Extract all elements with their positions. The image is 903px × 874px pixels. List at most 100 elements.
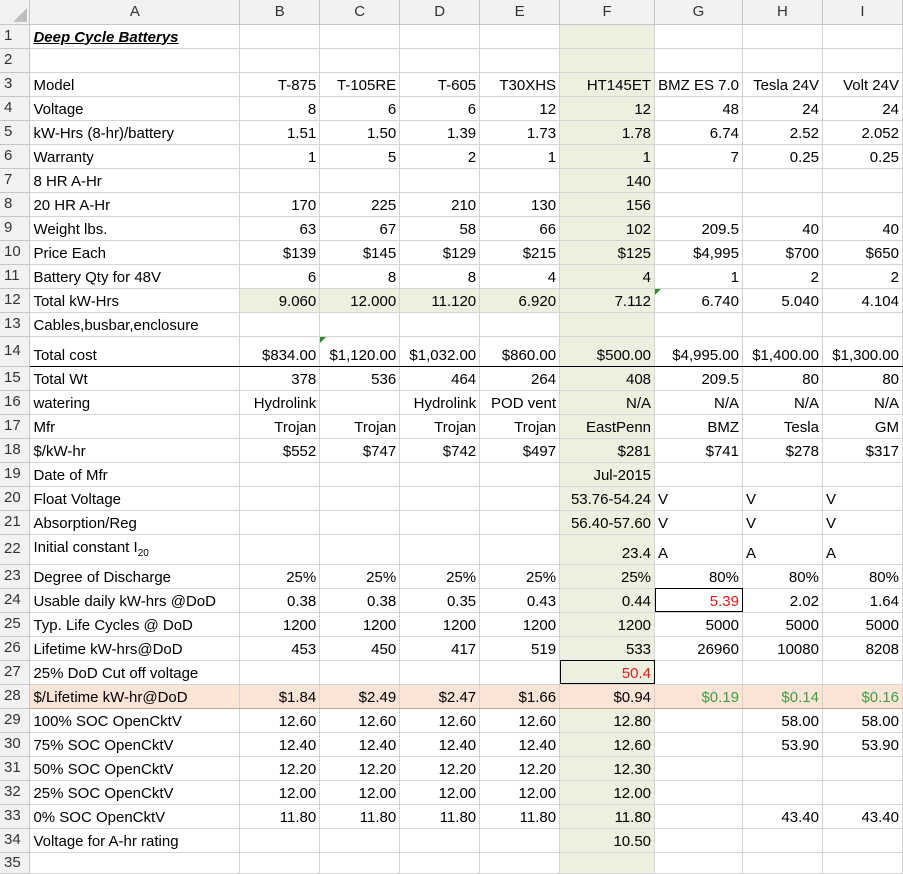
- cell[interactable]: 12.20: [479, 756, 561, 781]
- cell[interactable]: [822, 828, 903, 853]
- cell[interactable]: 378: [239, 366, 321, 391]
- cell[interactable]: [654, 732, 743, 757]
- cell[interactable]: 450: [319, 636, 401, 661]
- cell[interactable]: 1200: [239, 612, 321, 637]
- cell[interactable]: 80%: [822, 564, 903, 589]
- cell[interactable]: N/A: [654, 390, 743, 415]
- cell[interactable]: [479, 48, 561, 73]
- column-header[interactable]: D: [399, 0, 481, 25]
- cell[interactable]: 210: [399, 192, 481, 217]
- cell[interactable]: 63: [239, 216, 321, 241]
- row-header[interactable]: 26: [0, 636, 31, 661]
- cell[interactable]: 130: [479, 192, 561, 217]
- row-header[interactable]: 22: [0, 534, 31, 565]
- cell[interactable]: 12.80: [559, 708, 656, 733]
- cell[interactable]: [742, 780, 823, 805]
- cell-label[interactable]: Typ. Life Cycles @ DoD: [29, 612, 241, 637]
- cell[interactable]: [822, 192, 903, 217]
- column-header[interactable]: A: [29, 0, 241, 25]
- cell[interactable]: [399, 534, 481, 565]
- cell[interactable]: [399, 510, 481, 535]
- cell[interactable]: 12.20: [319, 756, 401, 781]
- cell[interactable]: [399, 312, 481, 337]
- cell[interactable]: 11.80: [479, 804, 561, 829]
- cell[interactable]: [319, 828, 401, 853]
- cell[interactable]: [399, 48, 481, 73]
- cell[interactable]: 12.30: [559, 756, 656, 781]
- column-header[interactable]: E: [479, 0, 561, 25]
- cell[interactable]: [239, 486, 321, 511]
- cell[interactable]: Jul-2015: [559, 462, 656, 487]
- cell[interactable]: [319, 168, 401, 193]
- cell[interactable]: 1: [239, 144, 321, 169]
- cell[interactable]: A: [822, 534, 903, 565]
- cell[interactable]: 453: [239, 636, 321, 661]
- cell[interactable]: $860.00: [479, 335, 561, 367]
- cell[interactable]: 2: [822, 264, 903, 289]
- cell[interactable]: 5000: [654, 612, 743, 637]
- cell-label[interactable]: Warranty: [29, 144, 241, 169]
- row-header[interactable]: 30: [0, 732, 31, 757]
- cell[interactable]: [239, 534, 321, 565]
- cell[interactable]: 0.38: [239, 588, 321, 613]
- cell[interactable]: 25%: [319, 564, 401, 589]
- cell[interactable]: $1,120.00: [319, 335, 401, 367]
- column-header[interactable]: H: [742, 0, 823, 25]
- cell-label[interactable]: watering: [29, 390, 241, 415]
- cell[interactable]: 8: [319, 264, 401, 289]
- cell[interactable]: [479, 462, 561, 487]
- cell[interactable]: 6: [319, 96, 401, 121]
- row-header[interactable]: 16: [0, 390, 31, 415]
- cell[interactable]: $0.19: [654, 683, 743, 709]
- cell-label[interactable]: kW-Hrs (8-hr)/battery: [29, 120, 241, 145]
- cell[interactable]: Tesla 24V: [742, 72, 823, 97]
- cell-label[interactable]: Total Wt: [29, 366, 241, 391]
- cell[interactable]: 264: [479, 366, 561, 391]
- cell[interactable]: [654, 462, 743, 487]
- cell-label[interactable]: Mfr: [29, 414, 241, 439]
- cell[interactable]: $747: [319, 438, 401, 463]
- cell[interactable]: 12: [479, 96, 561, 121]
- cell[interactable]: [654, 708, 743, 733]
- cell[interactable]: [399, 462, 481, 487]
- cell[interactable]: [239, 852, 321, 874]
- cell[interactable]: [742, 48, 823, 73]
- cell-label[interactable]: Date of Mfr: [29, 462, 241, 487]
- cell[interactable]: 43.40: [822, 804, 903, 829]
- cell[interactable]: [559, 852, 656, 874]
- cell[interactable]: 12.60: [319, 708, 401, 733]
- cell[interactable]: 536: [319, 366, 401, 391]
- cell[interactable]: 12.40: [479, 732, 561, 757]
- cell[interactable]: 1.50: [319, 120, 401, 145]
- cell[interactable]: [239, 510, 321, 535]
- cell-label[interactable]: Weight lbs.: [29, 216, 241, 241]
- cell[interactable]: $834.00: [239, 335, 321, 367]
- cell[interactable]: 9.060: [239, 288, 321, 313]
- cell-label[interactable]: $/kW-hr: [29, 438, 241, 463]
- cell[interactable]: HT145ET: [559, 72, 656, 97]
- cell[interactable]: $650: [822, 240, 903, 265]
- cell[interactable]: 7: [654, 144, 743, 169]
- cell[interactable]: [479, 24, 561, 49]
- row-header[interactable]: 5: [0, 120, 31, 145]
- cell[interactable]: [742, 462, 823, 487]
- cell[interactable]: 533: [559, 636, 656, 661]
- row-header[interactable]: 3: [0, 72, 31, 97]
- cell[interactable]: 7.112: [559, 288, 656, 313]
- cell[interactable]: 170: [239, 192, 321, 217]
- cell[interactable]: $497: [479, 438, 561, 463]
- cell[interactable]: [479, 168, 561, 193]
- cell[interactable]: $125: [559, 240, 656, 265]
- cell[interactable]: 140: [559, 168, 656, 193]
- row-header[interactable]: 4: [0, 96, 31, 121]
- cell[interactable]: 53.90: [822, 732, 903, 757]
- cell[interactable]: 6.74: [654, 120, 743, 145]
- select-all-corner[interactable]: [0, 0, 31, 25]
- row-header[interactable]: 21: [0, 510, 31, 535]
- cell[interactable]: [654, 852, 743, 874]
- cell[interactable]: 12.60: [479, 708, 561, 733]
- cell[interactable]: [399, 24, 481, 49]
- cell[interactable]: 209.5: [654, 216, 743, 241]
- cell[interactable]: [822, 462, 903, 487]
- cell[interactable]: 12.00: [479, 780, 561, 805]
